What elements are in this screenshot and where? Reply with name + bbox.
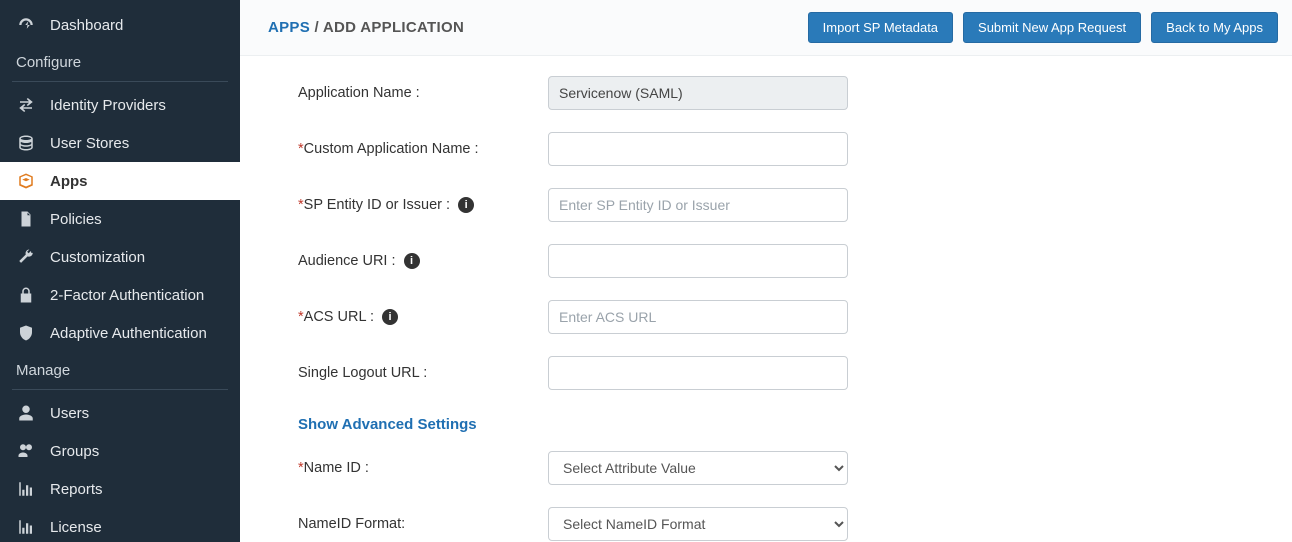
- row-nameid-format: NameID Format: Select NameID Format: [298, 507, 1112, 541]
- nameid-format-select[interactable]: Select NameID Format: [548, 507, 848, 541]
- sidebar-item-users[interactable]: Users: [0, 394, 240, 432]
- label-text: Audience URI :: [298, 253, 396, 269]
- wrench-icon: [16, 248, 36, 266]
- box-icon: [16, 172, 36, 190]
- sidebar-item-reports[interactable]: Reports: [0, 470, 240, 508]
- sidebar-heading-manage: Manage: [0, 352, 240, 389]
- users-icon: [16, 442, 36, 460]
- topbar: APPS / ADD APPLICATION Import SP Metadat…: [240, 0, 1292, 56]
- label-text: ACS URL :: [304, 309, 374, 325]
- sidebar-item-2fa[interactable]: 2-Factor Authentication: [0, 276, 240, 314]
- row-acs-url: *ACS URL : i: [298, 300, 1112, 334]
- breadcrumb-link-apps[interactable]: APPS: [268, 19, 310, 36]
- sidebar-item-label: Apps: [50, 173, 88, 190]
- label-text: Name ID :: [304, 460, 369, 476]
- breadcrumb: APPS / ADD APPLICATION: [268, 19, 464, 36]
- label-audience-uri: Audience URI : i: [298, 253, 548, 269]
- application-name-field: [548, 76, 848, 110]
- chart-icon: [16, 518, 36, 536]
- row-name-id: *Name ID : Select Attribute Value: [298, 451, 1112, 485]
- sidebar-item-license[interactable]: License: [0, 508, 240, 542]
- label-application-name: Application Name :: [298, 85, 548, 101]
- sidebar-item-label: Adaptive Authentication: [50, 325, 207, 342]
- row-custom-app-name: *Custom Application Name :: [298, 132, 1112, 166]
- sidebar-item-label: Customization: [50, 249, 145, 266]
- form-area: Application Name : *Custom Application N…: [240, 56, 1140, 542]
- sidebar-item-groups[interactable]: Groups: [0, 432, 240, 470]
- lock-icon: [16, 286, 36, 304]
- row-sp-entity: *SP Entity ID or Issuer : i: [298, 188, 1112, 222]
- sidebar-item-dashboard[interactable]: Dashboard: [0, 6, 240, 44]
- sidebar-item-user-stores[interactable]: User Stores: [0, 124, 240, 162]
- sidebar-separator: [12, 81, 228, 82]
- label-nameid-format: NameID Format:: [298, 516, 548, 532]
- user-icon: [16, 404, 36, 422]
- name-id-select[interactable]: Select Attribute Value: [548, 451, 848, 485]
- custom-app-name-field[interactable]: [548, 132, 848, 166]
- single-logout-url-field[interactable]: [548, 356, 848, 390]
- sidebar-item-label: User Stores: [50, 135, 129, 152]
- dashboard-icon: [16, 16, 36, 34]
- sidebar-item-label: Groups: [50, 443, 99, 460]
- label-name-id: *Name ID :: [298, 460, 548, 476]
- sidebar-item-label: License: [50, 519, 102, 536]
- label-custom-app-name: *Custom Application Name :: [298, 141, 548, 157]
- breadcrumb-separator: /: [315, 19, 323, 36]
- label-acs-url: *ACS URL : i: [298, 309, 548, 325]
- label-text: SP Entity ID or Issuer :: [304, 197, 450, 213]
- sidebar-item-label: Users: [50, 405, 89, 422]
- submit-new-app-request-button[interactable]: Submit New App Request: [963, 12, 1141, 43]
- label-sp-entity: *SP Entity ID or Issuer : i: [298, 197, 548, 213]
- sp-entity-id-field[interactable]: [548, 188, 848, 222]
- audience-uri-field[interactable]: [548, 244, 848, 278]
- shield-icon: [16, 324, 36, 342]
- label-slo-url: Single Logout URL :: [298, 365, 548, 381]
- import-sp-metadata-button[interactable]: Import SP Metadata: [808, 12, 953, 43]
- sidebar-heading-configure: Configure: [0, 44, 240, 81]
- sidebar-separator: [12, 389, 228, 390]
- info-icon[interactable]: i: [458, 197, 474, 213]
- document-icon: [16, 210, 36, 228]
- acs-url-field[interactable]: [548, 300, 848, 334]
- label-text: Custom Application Name :: [304, 141, 479, 157]
- show-advanced-settings-link[interactable]: Show Advanced Settings: [298, 416, 477, 433]
- chart-icon: [16, 480, 36, 498]
- sidebar-item-label: Dashboard: [50, 17, 123, 34]
- sidebar-item-identity-providers[interactable]: Identity Providers: [0, 86, 240, 124]
- sidebar-item-adaptive-auth[interactable]: Adaptive Authentication: [0, 314, 240, 352]
- row-slo-url: Single Logout URL :: [298, 356, 1112, 390]
- database-icon: [16, 134, 36, 152]
- topbar-buttons: Import SP Metadata Submit New App Reques…: [808, 12, 1278, 43]
- info-icon[interactable]: i: [404, 253, 420, 269]
- back-to-my-apps-button[interactable]: Back to My Apps: [1151, 12, 1278, 43]
- sidebar-item-label: Identity Providers: [50, 97, 166, 114]
- sidebar-item-customization[interactable]: Customization: [0, 238, 240, 276]
- sidebar-item-label: 2-Factor Authentication: [50, 287, 204, 304]
- sidebar-item-apps[interactable]: Apps: [0, 162, 240, 200]
- info-icon[interactable]: i: [382, 309, 398, 325]
- breadcrumb-current: ADD APPLICATION: [323, 19, 464, 36]
- sidebar-item-policies[interactable]: Policies: [0, 200, 240, 238]
- row-audience-uri: Audience URI : i: [298, 244, 1112, 278]
- sidebar: Dashboard Configure Identity Providers U…: [0, 0, 240, 542]
- swap-icon: [16, 96, 36, 114]
- row-application-name: Application Name :: [298, 76, 1112, 110]
- sidebar-item-label: Policies: [50, 211, 102, 228]
- main-content: APPS / ADD APPLICATION Import SP Metadat…: [240, 0, 1292, 542]
- sidebar-item-label: Reports: [50, 481, 103, 498]
